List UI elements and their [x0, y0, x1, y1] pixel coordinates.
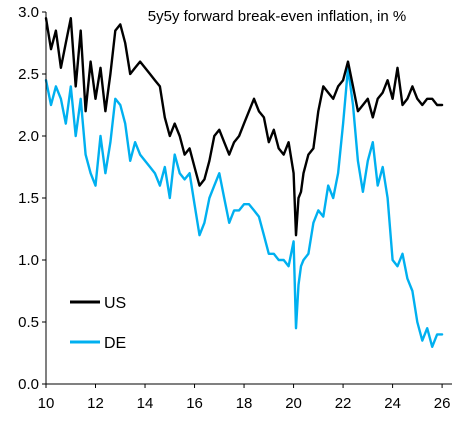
plot-area: [44, 17, 444, 348]
legend: US DE: [70, 295, 126, 352]
y-tick-label: 2.5: [18, 66, 39, 83]
y-tick-label: 0.5: [18, 314, 39, 331]
x-tick-label: 18: [236, 395, 253, 412]
series-line-us: [44, 17, 444, 237]
x-tick-label: 16: [186, 395, 203, 412]
x-tick-label: 24: [384, 395, 401, 412]
legend-label-us: US: [104, 295, 126, 312]
y-tick-label: 3.0: [18, 4, 39, 21]
axes: 0.0 0.5 1.0 1.5 2.0 2.5 3.0 10 12 14 16 18 20 22 24 26: [18, 4, 452, 412]
chart-title: 5y5y forward break-even inflation, in %: [148, 8, 406, 25]
x-tick-label: 20: [285, 395, 302, 412]
x-tick-label: 12: [87, 395, 104, 412]
x-tick-label: 10: [38, 395, 55, 412]
y-tick-label: 1.0: [18, 252, 39, 269]
y-tick-label: 0.0: [18, 376, 39, 393]
x-tick-label: 26: [434, 395, 451, 412]
series-line-de: [44, 66, 444, 348]
y-tick-label: 2.0: [18, 128, 39, 145]
y-tick-label: 1.5: [18, 190, 39, 207]
x-tick-label: 22: [335, 395, 352, 412]
x-tick-label: 14: [137, 395, 154, 412]
legend-label-de: DE: [104, 335, 126, 352]
